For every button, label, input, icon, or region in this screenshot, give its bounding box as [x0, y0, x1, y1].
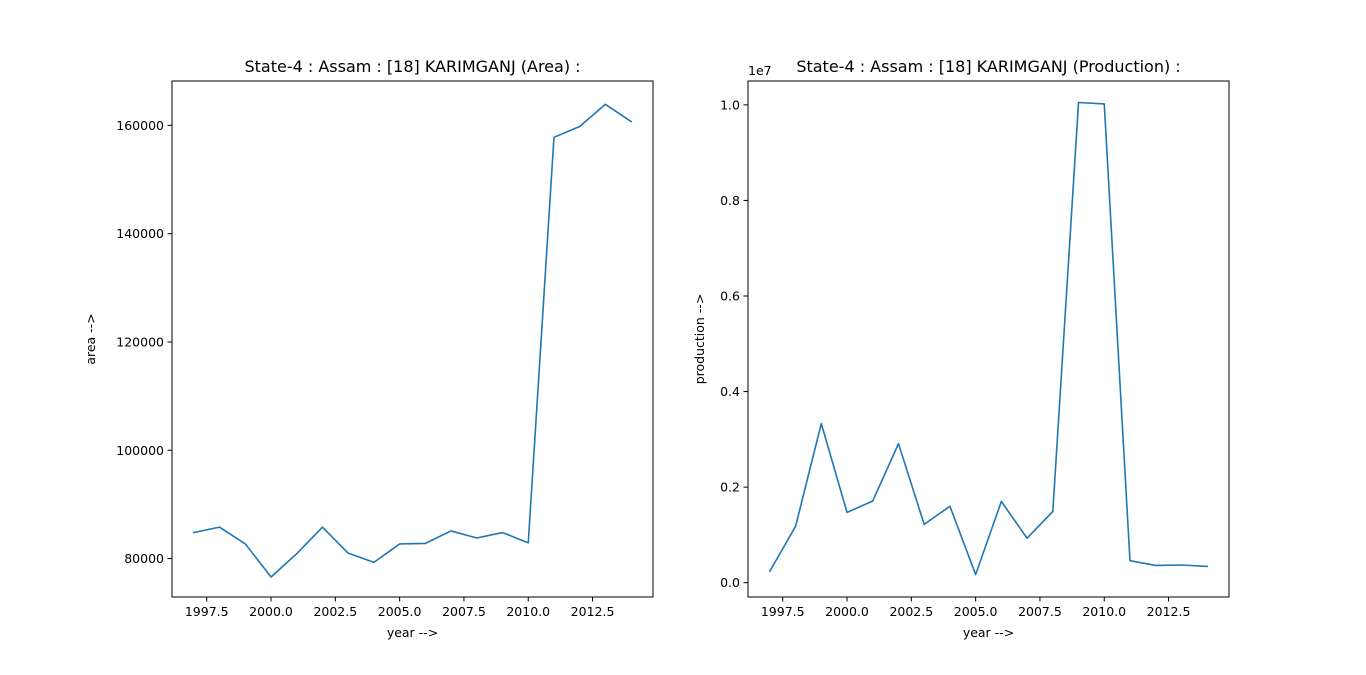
- area-x-tick-label: 2010.0: [506, 604, 550, 619]
- area-x-axis-label: year -->: [387, 625, 438, 640]
- area-x-tick-label: 2000.0: [249, 604, 293, 619]
- area-y-tick-label: 80000: [124, 551, 164, 566]
- production-y-tick-label: 0.4: [720, 384, 740, 399]
- production-offset-label: 1e7: [748, 63, 772, 78]
- production-y-tick-label: 0.2: [720, 480, 740, 495]
- production-x-tick-label: 1997.5: [761, 604, 805, 619]
- area-y-tick-label: 100000: [116, 443, 164, 458]
- area-chart: State-4 : Assam : [18] KARIMGANJ (Area) …: [83, 57, 654, 640]
- production-y-tick-label: 0.0: [720, 575, 740, 590]
- production-y-axis-label: production -->: [692, 294, 707, 385]
- production-x-tick-label: 2007.5: [1018, 604, 1062, 619]
- area-series-line: [192, 103, 633, 578]
- production-x-tick-label: 2005.0: [954, 604, 998, 619]
- area-x-tick-label: 1997.5: [185, 604, 229, 619]
- area-axes-frame: [171, 80, 654, 598]
- area-y-tick-label: 140000: [116, 226, 164, 241]
- production-y-tick-label: 0.8: [720, 193, 740, 208]
- production-series-line: [768, 101, 1208, 576]
- production-x-tick-label: 2012.5: [1147, 604, 1191, 619]
- area-x-tick-label: 2012.5: [571, 604, 615, 619]
- production-axes-frame: [747, 80, 1230, 598]
- area-y-axis-label: area -->: [83, 313, 98, 364]
- area-chart-title: State-4 : Assam : [18] KARIMGANJ (Area) …: [244, 57, 580, 76]
- production-y-tick-label: 0.6: [720, 289, 740, 304]
- area-y-tick-label: 160000: [116, 118, 164, 133]
- production-x-axis-label: year -->: [963, 625, 1014, 640]
- production-x-tick-label: 2002.5: [889, 604, 933, 619]
- production-chart: State-4 : Assam : [18] KARIMGANJ (Produc…: [692, 57, 1230, 640]
- area-x-tick-label: 2005.0: [378, 604, 422, 619]
- area-x-tick-label: 2007.5: [442, 604, 486, 619]
- production-chart-title: State-4 : Assam : [18] KARIMGANJ (Produc…: [796, 57, 1180, 76]
- production-x-tick-label: 2010.0: [1082, 604, 1126, 619]
- area-y-tick-label: 120000: [116, 334, 164, 349]
- area-x-tick-label: 2002.5: [313, 604, 357, 619]
- production-y-tick-label: 1.0: [720, 97, 740, 112]
- production-x-tick-label: 2000.0: [825, 604, 869, 619]
